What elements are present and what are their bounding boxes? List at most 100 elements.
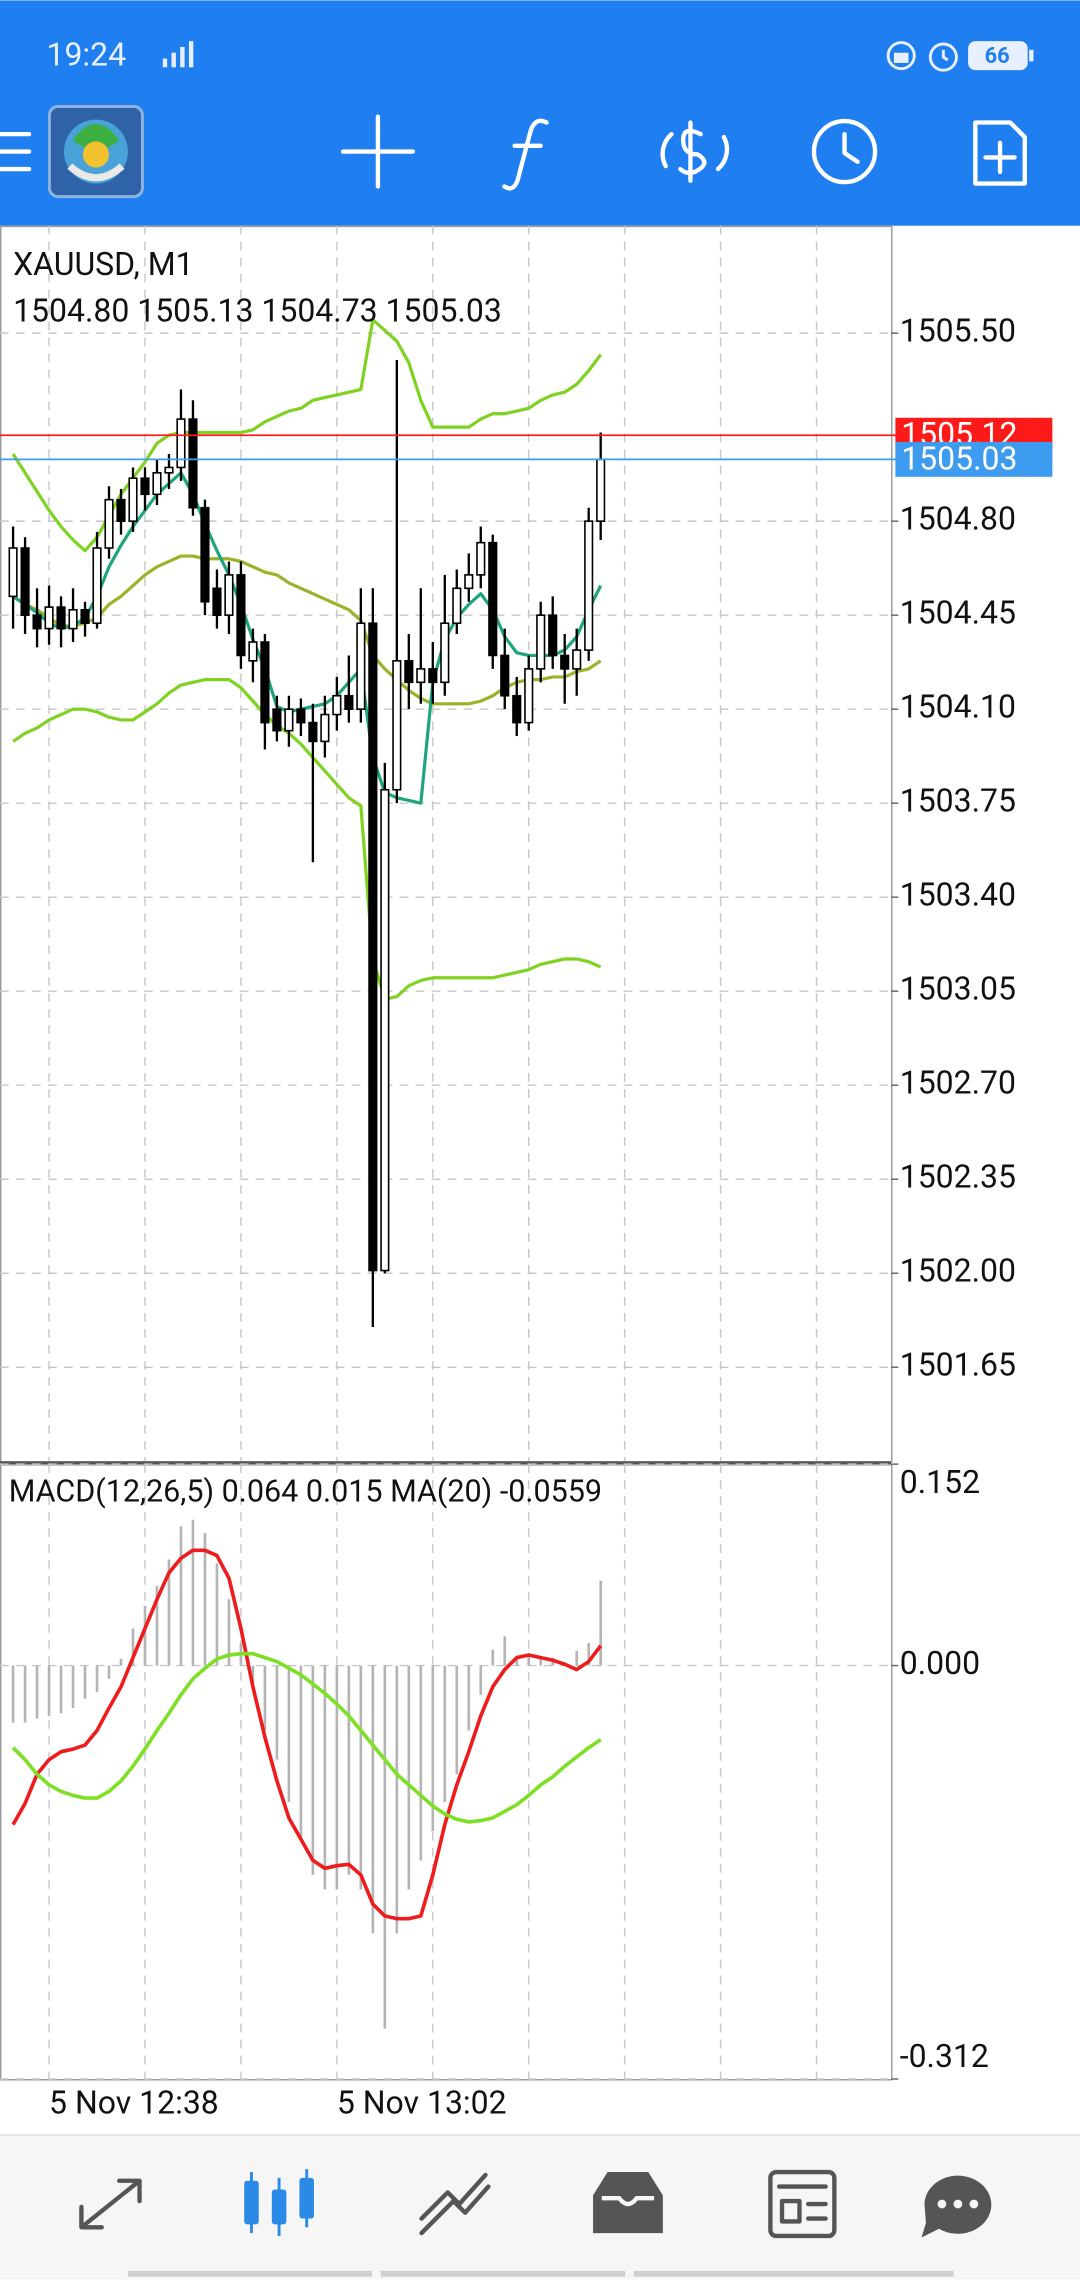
candle-body bbox=[56, 606, 66, 630]
candle-body bbox=[584, 520, 594, 651]
y-tick-label: 1503.40 bbox=[900, 876, 1016, 914]
candle-body bbox=[380, 788, 390, 1272]
candle-body bbox=[488, 541, 498, 657]
chart-title: XAUUSD, M1 bbox=[13, 245, 194, 283]
candle-body bbox=[356, 622, 366, 710]
macd-title: MACD(12,26,5) 0.064 0.015 MA(20) -0.0559 bbox=[9, 1474, 602, 1509]
candle-body bbox=[260, 641, 270, 724]
chart-tab[interactable] bbox=[244, 2169, 314, 2236]
candle-body bbox=[428, 668, 438, 684]
candle-body bbox=[452, 587, 462, 625]
candle-body bbox=[572, 649, 582, 670]
period-button[interactable] bbox=[811, 118, 878, 185]
clock: 19:24 bbox=[47, 36, 127, 74]
candle-body bbox=[500, 654, 510, 697]
new-order-button[interactable] bbox=[973, 120, 1027, 186]
app-logo[interactable] bbox=[47, 105, 144, 199]
candle-body bbox=[116, 498, 126, 522]
candle-body bbox=[188, 418, 198, 509]
trade-tab[interactable] bbox=[419, 2172, 491, 2236]
indicator-line bbox=[11, 1651, 602, 1824]
candle-body bbox=[284, 708, 294, 732]
quotes-tab[interactable] bbox=[79, 2178, 142, 2230]
y-tick-label: 1502.00 bbox=[900, 1252, 1016, 1290]
candle-body bbox=[44, 606, 54, 630]
x-tick-label: 5 Nov 13:02 bbox=[337, 2084, 507, 2122]
candle-body bbox=[20, 547, 30, 616]
candle-body bbox=[596, 458, 606, 522]
candle-body bbox=[476, 541, 486, 576]
candle-body bbox=[296, 708, 306, 724]
candle-body bbox=[92, 547, 102, 625]
candle-body bbox=[464, 574, 474, 590]
candle-body bbox=[212, 587, 222, 616]
y-tick-label: -0.312 bbox=[900, 2037, 989, 2075]
candle-body bbox=[512, 694, 522, 724]
candle-body bbox=[368, 622, 378, 1272]
candle-body bbox=[80, 608, 90, 625]
candle-body bbox=[104, 498, 114, 549]
candle-body bbox=[140, 477, 150, 496]
candle-body bbox=[308, 721, 318, 743]
history-tab[interactable] bbox=[593, 2172, 663, 2234]
indicator-line bbox=[12, 471, 603, 805]
candle-body bbox=[164, 466, 174, 474]
x-tick-label: 5 Nov 12:38 bbox=[49, 2084, 219, 2122]
candle-body bbox=[536, 614, 546, 670]
indicator-line bbox=[12, 678, 602, 1001]
app-bar bbox=[0, 0, 1080, 226]
candle-body bbox=[440, 622, 450, 684]
candle-body bbox=[128, 477, 138, 522]
price-label-bg bbox=[895, 441, 1053, 477]
candle-body bbox=[152, 472, 162, 496]
candle-body bbox=[68, 608, 78, 630]
bottom-nav bbox=[0, 2134, 1080, 2280]
y-tick-label: 1502.35 bbox=[900, 1158, 1016, 1196]
battery-tip bbox=[1029, 49, 1034, 62]
macd-panel bbox=[0, 1464, 893, 2081]
menu-button[interactable] bbox=[0, 131, 32, 172]
main-panel bbox=[0, 225, 893, 1463]
candle-body bbox=[200, 506, 210, 603]
candle-body bbox=[560, 654, 570, 670]
y-tick-label: 1502.70 bbox=[900, 1064, 1016, 1102]
y-tick-label: 0.152 bbox=[900, 1463, 980, 1501]
y-tick-label: 1501.65 bbox=[900, 1346, 1016, 1384]
lock-icon bbox=[886, 41, 916, 71]
candle-body bbox=[8, 547, 18, 598]
candle-body bbox=[176, 418, 186, 469]
indicators-button[interactable] bbox=[502, 118, 549, 191]
candle-body bbox=[248, 641, 258, 662]
battery-level: 66 bbox=[985, 44, 1010, 69]
candle-body bbox=[548, 614, 558, 657]
y-tick-label: 1504.45 bbox=[900, 594, 1016, 632]
candle-body bbox=[272, 708, 282, 732]
candle-body bbox=[524, 668, 534, 724]
y-tick-label: 1504.80 bbox=[900, 500, 1016, 538]
chat-tab[interactable] bbox=[921, 2175, 992, 2238]
trade-button[interactable] bbox=[660, 120, 730, 183]
price-label: 1505.03 bbox=[901, 439, 1017, 477]
battery bbox=[968, 41, 1028, 71]
y-tick-label: 1504.10 bbox=[900, 688, 1016, 726]
candle-body bbox=[236, 574, 246, 657]
y-tick-label: 1503.05 bbox=[900, 970, 1016, 1008]
y-tick-label: 1503.75 bbox=[900, 782, 1016, 820]
signal-icon bbox=[162, 41, 194, 68]
candle-body bbox=[320, 713, 330, 743]
candle-body bbox=[32, 614, 42, 630]
candle-body bbox=[404, 660, 414, 684]
y-tick-label: 1505.50 bbox=[900, 312, 1016, 350]
candle-body bbox=[344, 694, 354, 710]
candle-body bbox=[416, 668, 426, 684]
candle-body bbox=[224, 574, 234, 616]
ohlc-readout: 1504.80 1505.13 1504.73 1505.03 bbox=[13, 291, 502, 329]
y-tick-label: 0.000 bbox=[900, 1644, 980, 1682]
alarm-icon bbox=[928, 42, 958, 72]
candle-body bbox=[332, 694, 342, 716]
plot bbox=[0, 225, 899, 2080]
crosshair-button[interactable] bbox=[340, 114, 415, 189]
candle-body bbox=[392, 660, 402, 791]
news-tab[interactable] bbox=[768, 2169, 837, 2239]
